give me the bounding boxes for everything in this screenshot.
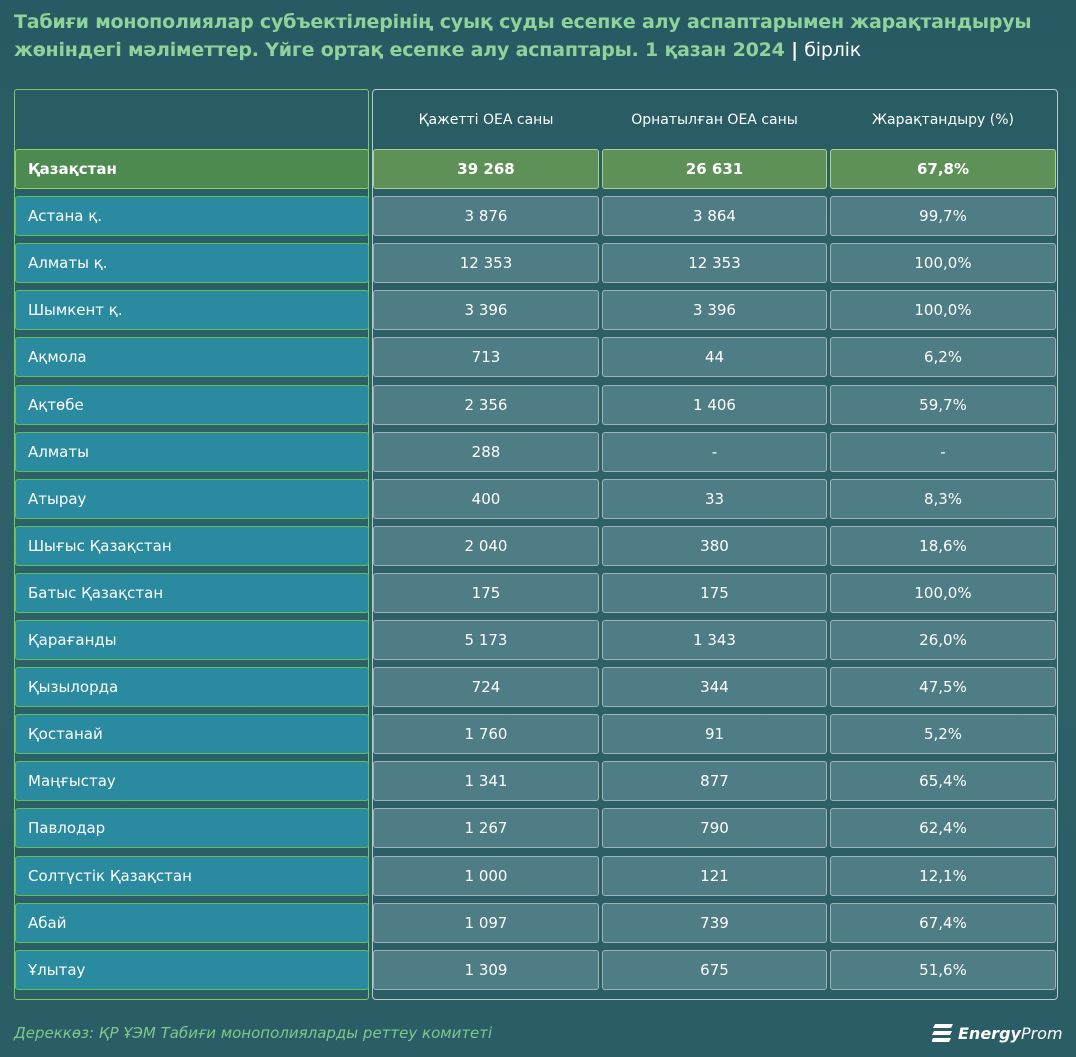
required-count-cell: 1 309 xyxy=(373,950,599,990)
region-label: Батыс Қазақстан xyxy=(15,573,369,613)
installed-count-cell: 12 353 xyxy=(602,243,827,283)
required-count-cell: 724 xyxy=(373,667,599,707)
logo-text-bold: Energy xyxy=(958,1023,1021,1043)
installed-count-cell: 1 406 xyxy=(602,385,827,425)
required-count-cell: 1 760 xyxy=(373,714,599,754)
title-separator: | xyxy=(791,39,798,61)
coverage-percent-cell: 47,5% xyxy=(830,667,1056,707)
total-installed-cell: 26 631 xyxy=(602,149,827,189)
required-count-cell: 400 xyxy=(373,479,599,519)
required-count-cell: 12 353 xyxy=(373,243,599,283)
installed-count-cell: - xyxy=(602,432,827,472)
title-unit: бірлік xyxy=(804,39,862,61)
required-count-cell: 1 341 xyxy=(373,761,599,801)
coverage-percent-cell: 59,7% xyxy=(830,385,1056,425)
installed-count-cell: 790 xyxy=(602,808,827,848)
region-label: Қарағанды xyxy=(15,620,369,660)
logo-text-light: Prom xyxy=(1020,1023,1063,1043)
region-label: Солтүстік Қазақстан xyxy=(15,856,369,896)
coverage-percent-cell: 100,0% xyxy=(830,290,1056,330)
column-header-required: Қажетті ОЕА саны xyxy=(418,112,554,128)
coverage-percent-cell: 12,1% xyxy=(830,856,1056,896)
region-label: Қызылорда xyxy=(15,667,369,707)
coverage-percent-cell: 5,2% xyxy=(830,714,1056,754)
installed-count-cell: 877 xyxy=(602,761,827,801)
region-label: Павлодар xyxy=(15,808,369,848)
source-note: Дереккөз: ҚР ҰЭМ Табиғи монополияларды р… xyxy=(14,1024,493,1042)
coverage-percent-cell: 100,0% xyxy=(830,573,1056,613)
required-count-cell: 3 396 xyxy=(373,290,599,330)
required-count-cell: 1 267 xyxy=(373,808,599,848)
required-count-cell: 1 097 xyxy=(373,903,599,943)
installed-count-cell: 121 xyxy=(602,856,827,896)
required-count-cell: 288 xyxy=(373,432,599,472)
installed-count-cell: 344 xyxy=(602,667,827,707)
region-label: Абай xyxy=(15,903,369,943)
coverage-percent-cell: 65,4% xyxy=(830,761,1056,801)
required-count-cell: 713 xyxy=(373,337,599,377)
installed-count-cell: 175 xyxy=(602,573,827,613)
energyprom-logo-icon xyxy=(932,1024,953,1042)
title-main: Табиғи монополиялар субъектілерінің суық… xyxy=(14,11,1032,61)
coverage-percent-cell: 8,3% xyxy=(830,479,1056,519)
region-label: Ақмола xyxy=(15,337,369,377)
installed-count-cell: 91 xyxy=(602,714,827,754)
installed-count-cell: 739 xyxy=(602,903,827,943)
total-row-label: Қазақстан xyxy=(15,149,369,189)
installed-count-cell: 1 343 xyxy=(602,620,827,660)
coverage-percent-cell: 6,2% xyxy=(830,337,1056,377)
required-count-cell: 2 356 xyxy=(373,385,599,425)
coverage-percent-cell: - xyxy=(830,432,1056,472)
coverage-percent-cell: 99,7% xyxy=(830,196,1056,236)
region-label: Атырау xyxy=(15,479,369,519)
installed-count-cell: 3 864 xyxy=(602,196,827,236)
installed-count-cell: 380 xyxy=(602,526,827,566)
region-label: Қостанай xyxy=(15,714,369,754)
installed-count-cell: 44 xyxy=(602,337,827,377)
region-label: Ұлытау xyxy=(15,950,369,990)
column-header-percent: Жарақтандыру (%) xyxy=(871,112,1015,128)
required-count-cell: 5 173 xyxy=(373,620,599,660)
region-label: Астана қ. xyxy=(15,196,369,236)
region-label: Шығыс Қазақстан xyxy=(15,526,369,566)
coverage-percent-cell: 18,6% xyxy=(830,526,1056,566)
required-count-cell: 175 xyxy=(373,573,599,613)
coverage-percent-cell: 26,0% xyxy=(830,620,1056,660)
region-label: Ақтөбе xyxy=(15,385,369,425)
coverage-percent-cell: 51,6% xyxy=(830,950,1056,990)
required-count-cell: 2 040 xyxy=(373,526,599,566)
installed-count-cell: 3 396 xyxy=(602,290,827,330)
column-header-installed: Орнатылған ОЕА саны xyxy=(631,112,798,128)
installed-count-cell: 33 xyxy=(602,479,827,519)
chart-title: Табиғи монополиялар субъектілерінің суық… xyxy=(14,8,1064,64)
total-percent-cell: 67,8% xyxy=(830,149,1056,189)
region-label: Маңғыстау xyxy=(15,761,369,801)
coverage-percent-cell: 62,4% xyxy=(830,808,1056,848)
values-column-frame xyxy=(372,89,1058,1000)
region-label: Шымкент қ. xyxy=(15,290,369,330)
total-required-cell: 39 268 xyxy=(373,149,599,189)
region-label: Алматы қ. xyxy=(15,243,369,283)
installed-count-cell: 675 xyxy=(602,950,827,990)
region-label: Алматы xyxy=(15,432,369,472)
coverage-percent-cell: 100,0% xyxy=(830,243,1056,283)
coverage-percent-cell: 67,4% xyxy=(830,903,1056,943)
required-count-cell: 1 000 xyxy=(373,856,599,896)
required-count-cell: 3 876 xyxy=(373,196,599,236)
energyprom-logo: Energy Prom xyxy=(932,1020,1063,1046)
